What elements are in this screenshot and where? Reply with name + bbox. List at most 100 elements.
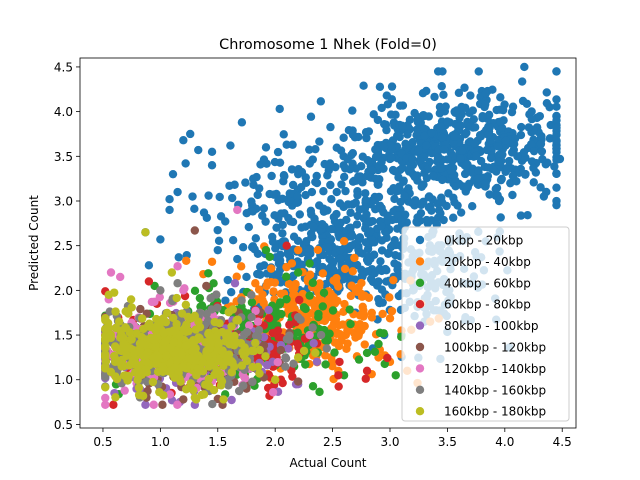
data-point bbox=[261, 143, 271, 152]
data-point bbox=[222, 351, 231, 361]
data-point bbox=[542, 98, 552, 108]
data-point bbox=[301, 360, 310, 369]
data-point bbox=[361, 128, 371, 137]
data-point bbox=[137, 339, 146, 349]
data-point bbox=[134, 390, 144, 400]
data-point bbox=[278, 378, 287, 388]
data-point bbox=[376, 257, 385, 266]
data-point bbox=[270, 375, 280, 384]
data-point bbox=[221, 296, 230, 305]
data-point bbox=[312, 357, 322, 366]
data-point bbox=[422, 173, 432, 183]
data-point bbox=[293, 192, 302, 201]
data-point bbox=[188, 192, 197, 201]
data-point bbox=[517, 77, 527, 86]
data-point bbox=[181, 159, 190, 168]
data-point bbox=[332, 209, 341, 219]
data-point bbox=[327, 357, 337, 366]
y-tick-label: 4.5 bbox=[54, 60, 73, 74]
data-point bbox=[259, 204, 269, 213]
data-point bbox=[224, 308, 233, 317]
data-point bbox=[343, 200, 353, 209]
data-point bbox=[162, 308, 172, 318]
data-point bbox=[419, 124, 429, 133]
data-point bbox=[287, 259, 297, 268]
data-point bbox=[311, 177, 320, 187]
data-point bbox=[552, 136, 561, 145]
data-point bbox=[552, 169, 561, 178]
data-point bbox=[314, 312, 323, 322]
data-point bbox=[253, 317, 263, 326]
data-point bbox=[306, 112, 316, 121]
data-point bbox=[408, 137, 417, 147]
data-point bbox=[552, 123, 561, 133]
data-point bbox=[136, 304, 145, 314]
data-point bbox=[468, 106, 478, 115]
data-point bbox=[363, 156, 372, 165]
data-point bbox=[180, 284, 189, 293]
data-point bbox=[109, 288, 119, 297]
data-point bbox=[418, 89, 428, 98]
data-point bbox=[361, 238, 371, 247]
data-point bbox=[524, 123, 534, 132]
data-point bbox=[337, 180, 346, 189]
data-point bbox=[450, 132, 459, 142]
data-point bbox=[242, 327, 252, 337]
data-point bbox=[328, 306, 338, 315]
data-point bbox=[215, 192, 224, 202]
data-point bbox=[315, 387, 324, 397]
data-point bbox=[329, 265, 338, 275]
data-point bbox=[230, 362, 239, 371]
data-point bbox=[512, 177, 521, 186]
data-point bbox=[327, 224, 336, 234]
y-tick-label: 2.0 bbox=[54, 284, 73, 298]
data-point bbox=[335, 357, 344, 367]
data-point bbox=[248, 377, 257, 386]
data-point bbox=[252, 331, 261, 341]
data-point bbox=[293, 377, 303, 386]
data-point bbox=[241, 178, 250, 187]
data-point bbox=[550, 162, 559, 171]
data-point bbox=[166, 343, 175, 352]
data-point bbox=[197, 390, 206, 400]
data-point bbox=[463, 183, 472, 192]
data-point bbox=[503, 164, 513, 174]
data-point bbox=[481, 89, 490, 98]
data-point bbox=[461, 162, 471, 171]
data-point bbox=[232, 272, 241, 281]
data-point bbox=[190, 286, 200, 296]
data-point bbox=[293, 339, 302, 349]
data-point bbox=[330, 348, 339, 357]
data-point bbox=[295, 210, 304, 219]
data-point bbox=[308, 382, 318, 391]
data-point bbox=[190, 226, 200, 235]
data-point bbox=[456, 154, 466, 163]
data-point bbox=[552, 200, 561, 210]
data-point bbox=[213, 225, 222, 235]
data-point bbox=[374, 192, 384, 202]
data-point bbox=[386, 242, 396, 252]
data-point bbox=[275, 104, 284, 114]
data-point bbox=[377, 103, 386, 113]
data-point bbox=[457, 146, 467, 155]
data-point bbox=[282, 241, 291, 250]
data-point bbox=[288, 298, 298, 308]
data-point bbox=[358, 302, 367, 311]
data-point bbox=[339, 237, 349, 246]
data-point bbox=[379, 164, 388, 173]
y-axis: 0.5 1.0 1.5 2.0 2.5 3.0 3.5 4.0 4.5 bbox=[54, 60, 80, 432]
data-point bbox=[381, 264, 390, 274]
data-point bbox=[264, 313, 274, 323]
data-point bbox=[268, 328, 277, 338]
data-point bbox=[247, 298, 257, 307]
data-point bbox=[181, 300, 191, 309]
data-point bbox=[493, 142, 503, 151]
data-point bbox=[301, 222, 310, 231]
data-point bbox=[156, 286, 165, 295]
data-point bbox=[348, 177, 358, 186]
data-point bbox=[303, 315, 312, 325]
data-point bbox=[268, 237, 278, 246]
data-point bbox=[198, 358, 207, 368]
data-point bbox=[394, 291, 404, 301]
data-point bbox=[276, 209, 286, 218]
